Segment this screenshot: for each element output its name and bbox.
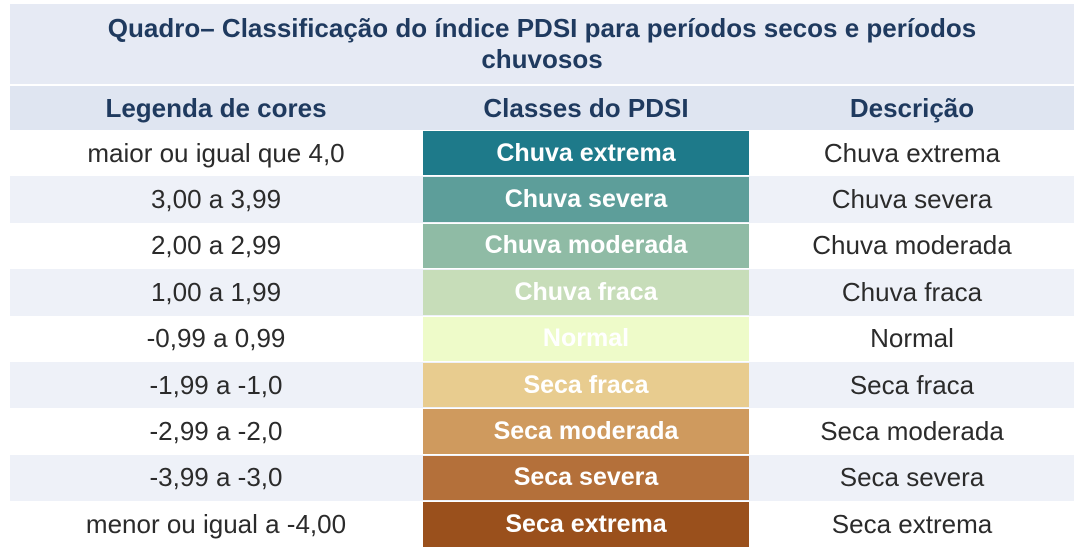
range-cell: -3,99 a -3,0 [149,462,283,493]
class-cell: Chuva extrema [422,130,750,176]
table-row: -3,99 a -3,0 Seca severa Seca severa [10,454,1074,502]
class-swatch: Seca fraca [423,362,749,408]
class-cell: Chuva fraca [422,269,750,315]
table-title-band: Quadro– Classificação do índice PDSI par… [10,4,1074,84]
table-row: 1,00 a 1,99 Chuva fraca Chuva fraca [10,269,1074,316]
description-cell: Chuva moderada [812,230,1012,261]
range-cell: 3,00 a 3,99 [150,184,282,215]
class-swatch: Chuva fraca [423,270,749,315]
class-cell: Seca extrema [422,501,750,547]
class-swatch: Seca moderada [423,409,749,454]
description-cell: Chuva extrema [823,137,1001,168]
header-legend: Legenda de cores [105,92,327,123]
range-cell: -0,99 a 0,99 [146,323,286,354]
range-cell: menor ou igual a -4,00 [85,508,347,539]
description-cell: Seca extrema [831,508,993,539]
class-swatch: Normal [423,316,749,361]
table-row: menor ou igual a -4,00 Seca extrema Seca… [10,501,1074,547]
class-cell: Seca fraca [422,362,750,408]
table-row: maior ou igual que 4,0 Chuva extrema Chu… [10,130,1074,176]
table-body: maior ou igual que 4,0 Chuva extrema Chu… [10,130,1074,548]
class-cell: Normal [422,316,750,362]
class-cell: Chuva severa [422,176,750,222]
class-swatch: Chuva extrema [423,131,749,176]
description-cell: Normal [870,323,954,354]
description-cell: Chuva severa [831,184,993,215]
table-row: -1,99 a -1,0 Seca fraca Seca fraca [10,361,1074,409]
header-description: Descrição [849,92,975,123]
description-cell: Seca fraca [849,369,975,400]
header-classes: Classes do PDSI [483,92,689,123]
class-swatch: Seca extrema [423,502,749,547]
table-row: 3,00 a 3,99 Chuva severa Chuva severa [10,176,1074,223]
range-cell: -2,99 a -2,0 [149,416,283,447]
range-cell: 2,00 a 2,99 [150,230,282,261]
range-cell: 1,00 a 1,99 [150,276,282,307]
table-row: -0,99 a 0,99 Normal Normal [10,316,1074,362]
range-cell: -1,99 a -1,0 [149,369,283,400]
class-swatch: Seca severa [423,455,749,501]
class-cell: Seca severa [422,455,750,501]
class-swatch: Chuva moderada [423,223,749,269]
class-swatch: Chuva severa [423,177,749,222]
description-cell: Chuva fraca [841,276,983,307]
class-cell: Seca moderada [422,408,750,454]
table-header-row: Legenda de cores Classes do PDSI Descriç… [10,86,1074,130]
description-cell: Seca severa [839,462,985,493]
table-row: -2,99 a -2,0 Seca moderada Seca moderada [10,408,1074,454]
table-title: Quadro– Classificação do índice PDSI par… [107,13,977,74]
description-cell: Seca moderada [820,416,1004,447]
range-cell: maior ou igual que 4,0 [87,137,345,168]
class-cell: Chuva moderada [422,223,750,269]
table-row: 2,00 a 2,99 Chuva moderada Chuva moderad… [10,223,1074,269]
